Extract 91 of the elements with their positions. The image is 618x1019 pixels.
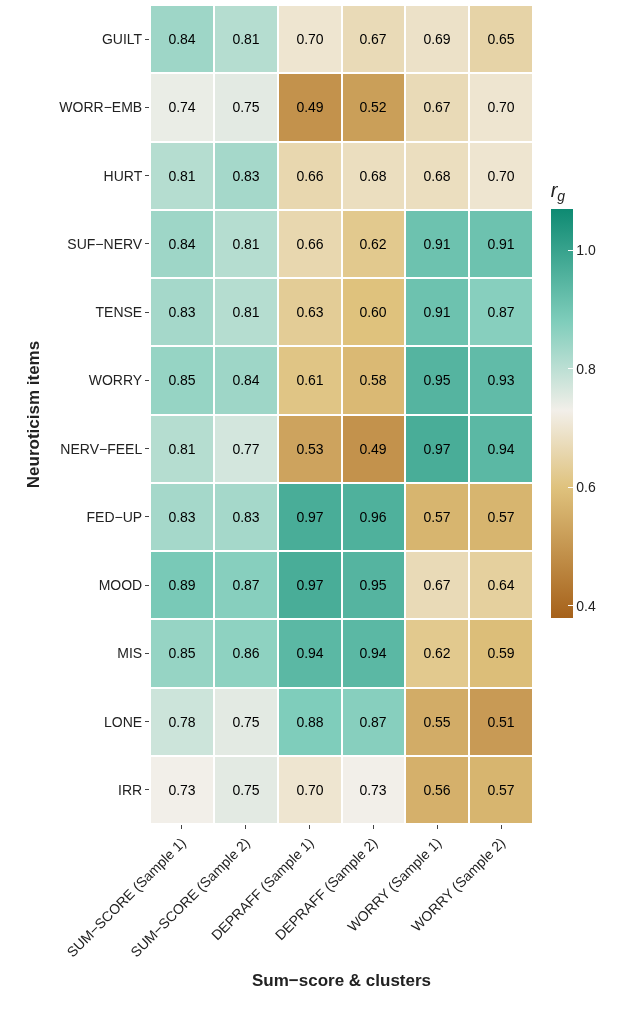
data-label: 0.96	[359, 508, 387, 525]
color-bar-label: 0.8	[576, 360, 596, 377]
data-label: 0.75	[232, 781, 260, 798]
data-label: 0.68	[423, 167, 451, 184]
y-tick-label: GUILT	[102, 31, 143, 48]
data-label: 0.60	[359, 303, 387, 320]
data-label: 0.97	[423, 440, 451, 457]
y-tick-label: FED−UP	[86, 508, 143, 525]
y-tick-label: MOOD	[98, 577, 143, 594]
x-axis-title: Sum−score & clusters	[251, 971, 432, 991]
data-label: 0.62	[423, 644, 451, 661]
data-label: 0.85	[168, 371, 196, 388]
y-axis-title: Neuroticism items	[23, 340, 43, 489]
data-label: 0.81	[168, 440, 196, 457]
data-label: 0.53	[296, 440, 324, 457]
data-label: 0.67	[423, 576, 451, 593]
data-label: 0.87	[359, 713, 387, 730]
y-tick-label: TENSE	[95, 304, 143, 321]
data-label: 0.57	[487, 781, 515, 798]
data-label: 0.81	[232, 303, 260, 320]
data-label: 0.66	[296, 235, 324, 252]
data-label: 0.70	[487, 98, 515, 115]
data-label: 0.81	[232, 235, 260, 252]
data-label: 0.58	[359, 371, 387, 388]
data-label: 0.52	[359, 98, 387, 115]
data-label: 0.67	[359, 30, 387, 47]
data-label: 0.84	[168, 235, 196, 252]
data-label: 0.91	[487, 235, 515, 252]
data-label: 0.83	[232, 508, 260, 525]
data-label: 0.57	[487, 508, 515, 525]
color-bar-label: 0.6	[576, 479, 596, 496]
data-label: 0.61	[296, 371, 324, 388]
y-tick-label: NERV−FEEL	[60, 440, 143, 457]
data-label: 0.83	[168, 508, 196, 525]
data-label: 0.87	[232, 576, 260, 593]
data-label: 0.81	[168, 167, 196, 184]
data-label: 0.97	[296, 508, 324, 525]
data-label: 0.89	[168, 576, 196, 593]
data-label: 0.49	[296, 98, 324, 115]
data-label: 0.75	[232, 713, 260, 730]
y-tick-label: MIS	[117, 645, 143, 662]
data-label: 0.74	[168, 98, 196, 115]
data-label: 0.55	[423, 713, 451, 730]
data-label: 0.70	[487, 167, 515, 184]
data-label: 0.66	[296, 167, 324, 184]
data-label: 0.68	[359, 167, 387, 184]
data-label: 0.81	[232, 30, 260, 47]
data-label: 0.69	[423, 30, 451, 47]
data-label: 0.65	[487, 30, 515, 47]
color-bar-title: r$_{g}$	[550, 178, 566, 204]
data-label: 0.94	[487, 440, 515, 457]
data-label: 0.85	[168, 644, 196, 661]
data-label: 0.87	[487, 303, 515, 320]
data-label: 0.84	[232, 371, 260, 388]
data-label: 0.94	[296, 644, 324, 661]
y-tick-label: HURT	[103, 167, 143, 184]
data-label: 0.91	[423, 235, 451, 252]
y-tick-label: WORRY	[88, 372, 143, 389]
data-label: 0.97	[296, 576, 324, 593]
data-label: 0.84	[168, 30, 196, 47]
data-label: 0.70	[296, 781, 324, 798]
color-bar-label: 0.4	[576, 597, 596, 614]
y-tick-label: IRR	[118, 781, 143, 798]
data-label: 0.83	[232, 167, 260, 184]
color-bar-label: 1.0	[576, 242, 596, 259]
y-tick-label: LONE	[104, 713, 143, 730]
data-label: 0.75	[232, 98, 260, 115]
data-label: 0.49	[359, 440, 387, 457]
data-label: 0.94	[359, 644, 387, 661]
y-tick-label: SUF−NERV	[67, 235, 143, 252]
data-label: 0.95	[359, 576, 387, 593]
data-label: 0.64	[487, 576, 515, 593]
data-label: 0.62	[359, 235, 387, 252]
data-label: 0.67	[423, 98, 451, 115]
data-label: 0.70	[296, 30, 324, 47]
data-label: 0.51	[487, 713, 515, 730]
data-label: 0.95	[423, 371, 451, 388]
data-label: 0.63	[296, 303, 324, 320]
data-label: 0.73	[359, 781, 387, 798]
data-label: 0.56	[423, 781, 451, 798]
data-label: 0.88	[296, 713, 324, 730]
data-label: 0.86	[232, 644, 260, 661]
data-label: 0.83	[168, 303, 196, 320]
data-label: 0.91	[423, 303, 451, 320]
data-label: 0.57	[423, 508, 451, 525]
data-label: 0.73	[168, 781, 196, 798]
data-label: 0.59	[487, 644, 515, 661]
y-tick-label: WORR−EMB	[59, 99, 143, 116]
data-label: 0.78	[168, 713, 196, 730]
data-label: 0.93	[487, 371, 515, 388]
data-label: 0.77	[232, 440, 260, 457]
